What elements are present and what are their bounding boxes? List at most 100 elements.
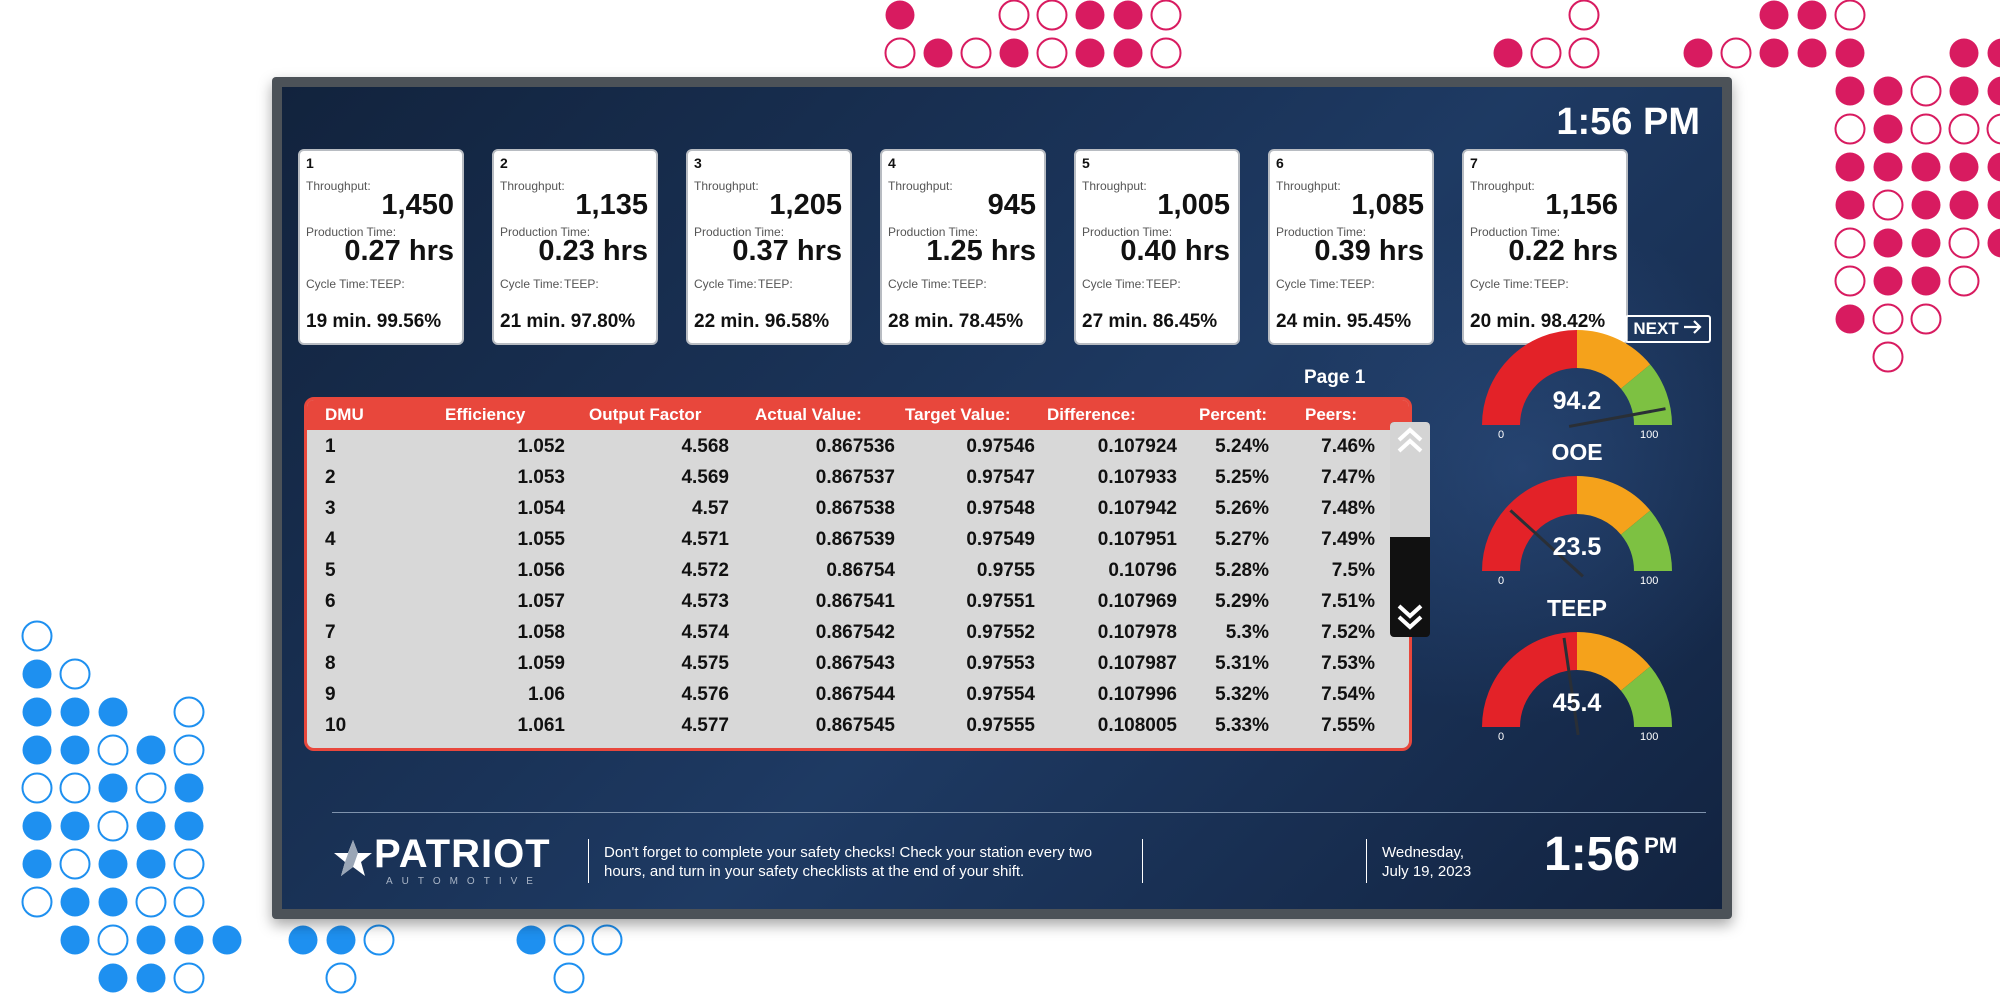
table-row[interactable]: 8 1.059 4.575 0.867543 0.97553 0.107987 5.31% 7… bbox=[307, 647, 1409, 678]
table-cell: 4.568 bbox=[681, 436, 729, 457]
table-cell: 4 bbox=[325, 529, 336, 550]
table-cell: 0.107924 bbox=[1097, 436, 1177, 457]
station-card[interactable]: 6 Throughput: 1,085 Production Time: 0.39 hr… bbox=[1268, 149, 1434, 345]
gauge-band bbox=[1620, 364, 1672, 426]
decorative-dot bbox=[173, 848, 205, 880]
decorative-dot bbox=[60, 925, 90, 955]
decorative-dot bbox=[174, 811, 204, 841]
table-cell: 0.867542 bbox=[815, 622, 895, 643]
production-time-label: Production Time: bbox=[500, 225, 591, 239]
decorative-dot bbox=[60, 735, 90, 765]
table-row[interactable]: 7 1.058 4.574 0.867542 0.97552 0.107978 5.3% 7.… bbox=[307, 616, 1409, 647]
gauge-dial bbox=[1482, 476, 1672, 578]
table-cell: 1 bbox=[325, 436, 336, 457]
gauge-band bbox=[1482, 476, 1578, 572]
gauge-band bbox=[1482, 632, 1578, 728]
station-card[interactable]: 4 Throughput: 945 Production Time: 1.25 hrs C… bbox=[880, 149, 1046, 345]
table-row[interactable]: 1 1.052 4.568 0.867536 0.97546 0.107924 5.24% 7… bbox=[307, 430, 1409, 461]
station-cards: 1 Throughput: 1,450 Production Time: 0.27 hr… bbox=[298, 149, 1638, 349]
decorative-dot bbox=[1872, 341, 1904, 373]
column-header[interactable]: Efficiency bbox=[445, 405, 526, 424]
table-cell: 4.57 bbox=[692, 498, 729, 519]
column-header[interactable]: Target Value: bbox=[905, 405, 1011, 424]
table-cell: 0.107933 bbox=[1097, 467, 1177, 488]
throughput-label: Throughput: bbox=[694, 179, 759, 193]
gauge-value: 94.2 bbox=[1552, 387, 1602, 415]
decorative-dot bbox=[1910, 113, 1942, 145]
gauge-dial bbox=[1482, 632, 1672, 736]
decorative-dot bbox=[136, 849, 166, 879]
dashboard-display: 1:56 PM 1 Throughput: 1,450 Production Time… bbox=[282, 87, 1722, 909]
station-card[interactable]: 1 Throughput: 1,450 Production Time: 0.27 hr… bbox=[298, 149, 464, 345]
decorative-dot bbox=[325, 962, 357, 994]
cycle-time-value: 24 min. bbox=[1276, 311, 1342, 332]
scroll-up-icon[interactable] bbox=[1396, 426, 1424, 456]
decorative-dot bbox=[173, 886, 205, 918]
table-cell: 2 bbox=[325, 467, 336, 488]
decorative-dot bbox=[1987, 76, 2000, 106]
table-row[interactable]: 3 1.054 4.57 0.867538 0.97548 0.107942 5.26% 7.… bbox=[307, 492, 1409, 523]
station-number: 7 bbox=[1470, 155, 1478, 171]
column-header[interactable]: Difference: bbox=[1047, 405, 1136, 424]
decorative-dot bbox=[22, 811, 52, 841]
table-cell: 0.108005 bbox=[1097, 715, 1177, 736]
table-cell: 0.97553 bbox=[966, 653, 1035, 674]
table-cell: 0.97549 bbox=[966, 529, 1035, 550]
table-cell: 1.053 bbox=[517, 467, 565, 488]
table-scrollbar[interactable] bbox=[1390, 422, 1430, 637]
teep-label: TEEP: bbox=[1146, 277, 1181, 291]
column-header[interactable]: Percent: bbox=[1199, 405, 1268, 424]
decorative-dot bbox=[516, 925, 546, 955]
decorative-dot bbox=[1113, 38, 1143, 68]
decorative-dot bbox=[22, 659, 52, 689]
station-number: 3 bbox=[694, 155, 702, 171]
scroll-down-icon[interactable] bbox=[1396, 602, 1424, 632]
decorative-dot bbox=[1683, 38, 1713, 68]
decorative-dot bbox=[1036, 0, 1068, 31]
table-row[interactable]: 6 1.057 4.573 0.867541 0.97551 0.107969 5.29% 7… bbox=[307, 585, 1409, 616]
cycle-teep-values: 24 min. 95.45% bbox=[1276, 311, 1411, 333]
column-header[interactable]: DMU bbox=[325, 405, 364, 424]
table-cell: 7.53% bbox=[1321, 653, 1375, 674]
teep-value: 96.58% bbox=[764, 311, 830, 332]
teep-value: 86.45% bbox=[1152, 311, 1218, 332]
production-time-value: 0.37 hrs bbox=[732, 235, 842, 267]
table-row[interactable]: 10 1.061 4.577 0.867545 0.97555 0.108005 5.33%… bbox=[307, 709, 1409, 740]
table-row[interactable]: 9 1.06 4.576 0.867544 0.97554 0.107996 5.32% 7.… bbox=[307, 678, 1409, 709]
decorative-dot bbox=[1873, 152, 1903, 182]
table-cell: 7.55% bbox=[1321, 715, 1375, 736]
decorative-dot bbox=[1873, 114, 1903, 144]
page-indicator: Page 1 bbox=[1304, 367, 1366, 388]
next-button[interactable]: NEXT bbox=[1625, 315, 1711, 343]
column-header[interactable]: Output Factor bbox=[589, 405, 702, 424]
table-cell: 0.97555 bbox=[966, 715, 1035, 736]
decorative-dot bbox=[1873, 266, 1903, 296]
table-cell: 9 bbox=[325, 684, 336, 705]
gauge-needle bbox=[1509, 509, 1584, 578]
table-row[interactable]: 5 1.056 4.572 0.86754 0.9755 0.10796 5.28% 7.5% bbox=[307, 554, 1409, 585]
table-cell: 7.52% bbox=[1321, 622, 1375, 643]
table-cell: 5.29% bbox=[1215, 591, 1269, 612]
column-header[interactable]: Peers: bbox=[1305, 405, 1357, 424]
table-cell: 3 bbox=[325, 498, 336, 519]
decorative-dot bbox=[553, 924, 585, 956]
decorative-dot bbox=[59, 772, 91, 804]
station-card[interactable]: 5 Throughput: 1,005 Production Time: 0.40 hr… bbox=[1074, 149, 1240, 345]
table-cell: 0.107996 bbox=[1097, 684, 1177, 705]
decorative-dot bbox=[135, 886, 167, 918]
decorative-dot bbox=[1987, 190, 2000, 220]
table-cell: 0.9755 bbox=[976, 560, 1035, 581]
column-header[interactable]: Actual Value: bbox=[755, 405, 862, 424]
decorative-dot bbox=[1911, 266, 1941, 296]
teep-label: TEEP: bbox=[564, 277, 599, 291]
cycle-time-label: Cycle Time: bbox=[888, 277, 951, 291]
throughput-value: 1,135 bbox=[575, 189, 648, 221]
cycle-teep-values: 28 min. 78.45% bbox=[888, 311, 1023, 333]
table-row[interactable]: 4 1.055 4.571 0.867539 0.97549 0.107951 5.27% 7… bbox=[307, 523, 1409, 554]
table-cell: 5.3% bbox=[1225, 622, 1269, 643]
table-cell: 0.107987 bbox=[1097, 653, 1177, 674]
table-row[interactable]: 2 1.053 4.569 0.867537 0.97547 0.107933 5.25% 7… bbox=[307, 461, 1409, 492]
station-card[interactable]: 3 Throughput: 1,205 Production Time: 0.37 hr… bbox=[686, 149, 852, 345]
station-card[interactable]: 2 Throughput: 1,135 Production Time: 0.23 hr… bbox=[492, 149, 658, 345]
footer-divider bbox=[332, 812, 1706, 813]
